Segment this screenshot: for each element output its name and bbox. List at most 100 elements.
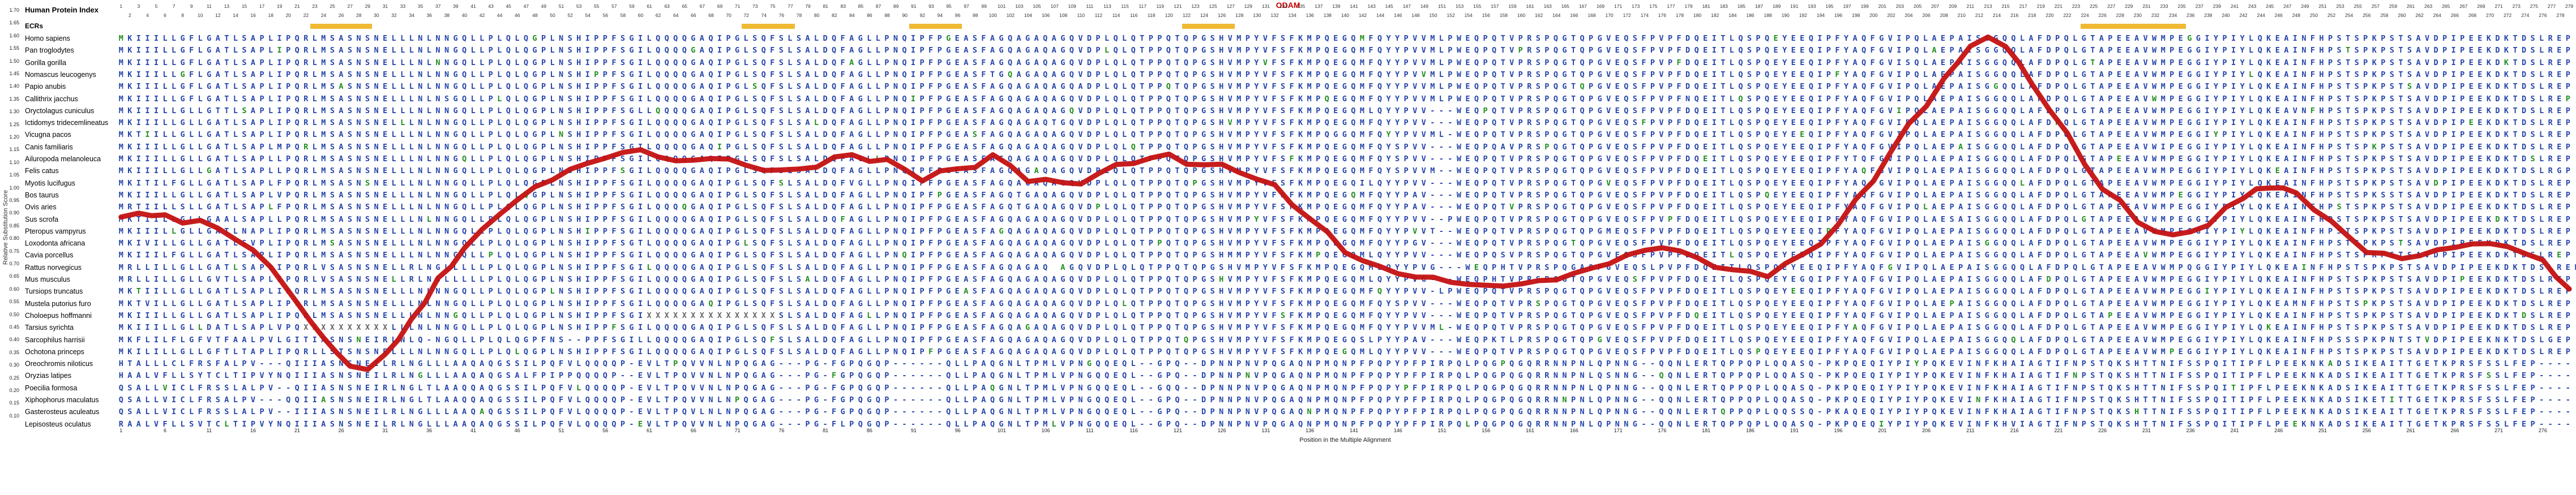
residue: L <box>2539 58 2544 67</box>
residue: S <box>330 166 335 176</box>
residue: N <box>374 154 379 163</box>
position-number: 181 <box>1702 3 1710 9</box>
residue: Y <box>1386 82 1391 92</box>
residue: V <box>2424 46 2430 55</box>
residue: N <box>435 214 440 224</box>
residue: Y <box>1395 58 1400 67</box>
residue: G <box>1342 166 1347 176</box>
residue: D <box>2046 118 2051 128</box>
residue: A <box>805 214 810 224</box>
residue: E <box>2116 142 2121 152</box>
residue: Q <box>1113 106 1118 115</box>
residue: F <box>1835 130 1840 140</box>
residue: S <box>1632 58 1637 67</box>
residue: Q <box>1183 94 1189 104</box>
residue: Q <box>1694 214 1699 224</box>
residue: E <box>1615 214 1620 224</box>
residue: S <box>796 94 801 104</box>
residue: Q <box>1166 178 1171 188</box>
residue: E <box>1773 34 1778 43</box>
residue: K <box>2504 203 2509 212</box>
residue: F <box>1870 190 1875 200</box>
residue: L <box>2019 214 2025 224</box>
residue: Q <box>1808 58 1813 67</box>
y-axis-tick: 1.65 <box>9 20 19 26</box>
residue: P <box>2381 94 2386 104</box>
residue: I <box>1897 82 1902 92</box>
residue: P <box>1589 82 1594 92</box>
residue: F <box>1289 34 1294 43</box>
residue: G <box>1060 226 1066 236</box>
residue: Q <box>523 142 528 152</box>
residue: I <box>2292 203 2297 212</box>
residue: P <box>2363 214 2368 224</box>
residue: Q <box>656 154 661 163</box>
residue: P <box>1544 118 1550 128</box>
residue: A <box>1051 130 1056 140</box>
residue: L <box>788 178 793 188</box>
residue: P <box>541 34 546 43</box>
residue: T <box>1721 94 1726 104</box>
residue: N <box>356 58 361 67</box>
residue: P <box>937 203 942 212</box>
residue: Y <box>1395 118 1400 128</box>
residue: F <box>928 70 934 79</box>
residue: G <box>999 94 1004 104</box>
residue: L <box>2073 118 2078 128</box>
residue: S <box>2389 203 2394 212</box>
residue: H <box>1219 190 1224 200</box>
residue: L <box>268 130 273 140</box>
residue: E <box>1800 154 1805 163</box>
residue: L <box>743 130 748 140</box>
residue: V <box>1078 58 1083 67</box>
residue: I <box>2231 94 2236 104</box>
residue: L <box>550 70 555 79</box>
residue: Q <box>462 58 467 67</box>
residue: Q <box>1553 214 1558 224</box>
residue: F <box>770 118 775 128</box>
residue: S <box>2530 82 2535 92</box>
residue: L <box>647 106 652 115</box>
residue: L <box>814 82 819 92</box>
residue: L <box>1923 214 1928 224</box>
residue: P <box>259 70 264 79</box>
residue: Q <box>1131 118 1136 128</box>
residue: L <box>497 166 502 176</box>
residue: E <box>1703 46 1708 55</box>
residue: A <box>699 190 704 200</box>
residue: S <box>2337 203 2342 212</box>
residue: W <box>2152 46 2157 55</box>
residue: K <box>2504 34 2509 43</box>
residue: M <box>2160 154 2166 163</box>
residue: Y <box>2240 142 2245 152</box>
residue: V <box>1888 70 1893 79</box>
residue: P <box>1650 142 1655 152</box>
residue: I <box>153 226 159 236</box>
residue: E <box>383 118 388 128</box>
residue: P <box>2170 58 2175 67</box>
position-number: 103 <box>1015 3 1024 9</box>
position-number: 128 <box>1235 12 1244 18</box>
residue: L <box>171 214 177 224</box>
residue: Q <box>1808 82 1813 92</box>
residue: L <box>391 118 396 128</box>
residue: D <box>2046 70 2051 79</box>
residue: N <box>893 118 898 128</box>
residue: Y <box>2240 154 2245 163</box>
residue: M <box>321 190 326 200</box>
residue: E <box>2125 34 2130 43</box>
residue: I <box>1897 106 1902 115</box>
residue: R <box>2548 142 2553 152</box>
residue: P <box>726 106 731 115</box>
residue: G <box>1025 34 1030 43</box>
residue: Q <box>664 203 669 212</box>
residue: V <box>1263 94 1268 104</box>
residue: Y <box>1395 46 1400 55</box>
residue: T <box>2090 58 2095 67</box>
residue: Q <box>1492 118 1497 128</box>
position-number: 262 <box>2415 12 2424 18</box>
residue: Q <box>1113 70 1118 79</box>
residue: S <box>778 82 784 92</box>
residue: L <box>400 142 405 152</box>
